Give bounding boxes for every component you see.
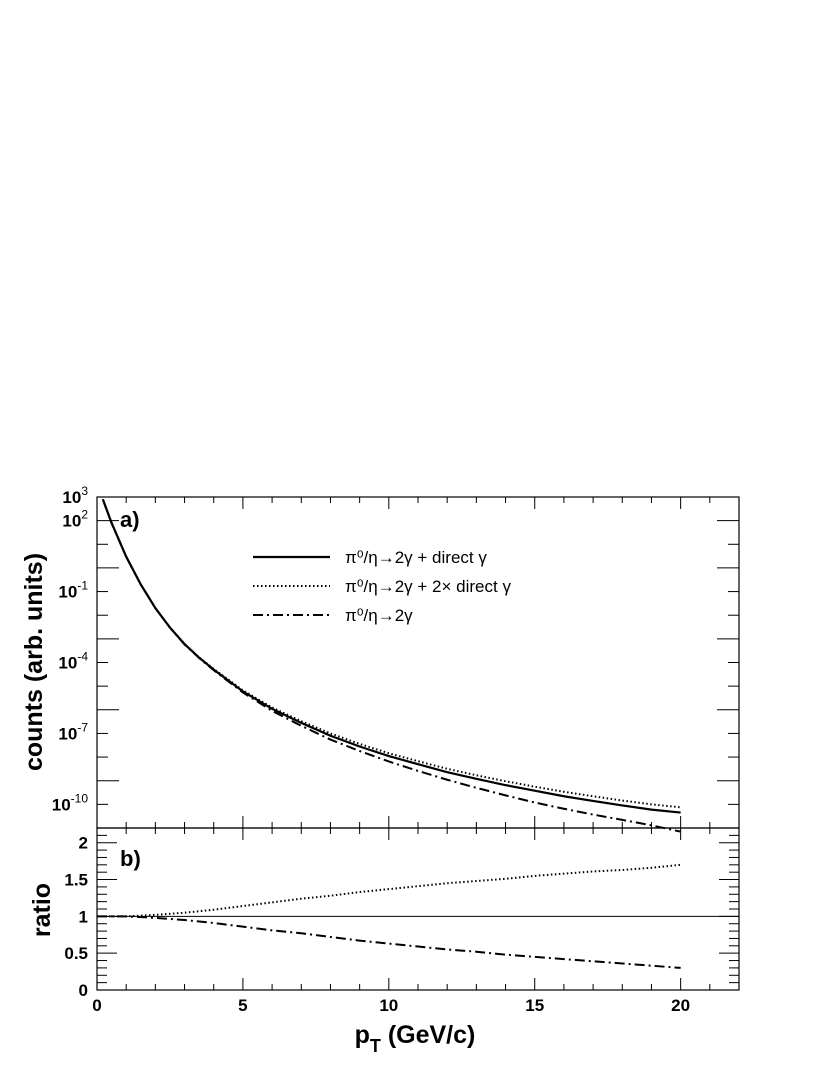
panel-b-y-axis-title: ratio — [28, 883, 56, 937]
panel-a-ticks — [96, 496, 740, 829]
y-tick-label: 10-1 — [58, 579, 88, 602]
legend: π⁰/η→2γ + direct γ π⁰/η→2γ + 2× direct γ π… — [253, 548, 511, 625]
y-tick-label-base: 10 — [58, 724, 77, 743]
legend-label: π⁰/η→2γ + direct γ — [345, 548, 487, 567]
y-tick-label: 103 — [62, 484, 88, 507]
y-tick-label-exponent: 2 — [81, 508, 88, 522]
ratio-y-tick-label: 0.5 — [64, 944, 88, 963]
y-tick-label: 10-10 — [52, 791, 89, 814]
y-tick-label-exponent: -1 — [77, 579, 88, 593]
x-tick-label: 0 — [92, 996, 101, 1015]
x-axis-title-sub: T — [370, 1036, 381, 1056]
panel-b-label: b) — [120, 846, 141, 871]
ratio-y-tick-label: 1.5 — [64, 871, 88, 890]
panel-b-ticks — [96, 827, 740, 991]
panel-b-frame — [96, 827, 740, 991]
y-tick-label-exponent: -10 — [71, 791, 89, 805]
y-tick-label: 10-7 — [58, 720, 88, 743]
ratio-y-tick-label: 2 — [79, 834, 88, 853]
y-tick-label: 102 — [62, 508, 88, 531]
panel-b-y-tick-labels: 0 0.5 1 1.5 2 — [64, 834, 88, 1000]
x-tick-label: 20 — [671, 996, 690, 1015]
x-tick-label: 5 — [238, 996, 247, 1015]
x-tick-label: 15 — [525, 996, 544, 1015]
series-line-solid — [101, 498, 681, 814]
series-line-dotted — [101, 498, 681, 809]
x-axis-title: pT (GeV/c) — [355, 1021, 476, 1056]
panel-a-series — [101, 498, 681, 833]
y-tick-label-base: 10 — [58, 654, 77, 673]
x-axis-title-units: (GeV/c) — [381, 1021, 475, 1049]
x-tick-label: 10 — [379, 996, 398, 1015]
x-axis-title-main: p — [355, 1021, 370, 1049]
legend-label: π⁰/η→2γ — [345, 606, 413, 625]
y-tick-label: 10-4 — [58, 650, 88, 673]
panel-a-frame — [96, 496, 740, 829]
panel-b-plot: 0 0.5 1 1.5 2 0 5 10 15 20 b) ratio pT (GeV/c) — [28, 827, 740, 1056]
y-tick-label-base: 10 — [62, 488, 81, 507]
y-tick-label-exponent: 3 — [81, 484, 88, 498]
y-tick-label-base: 10 — [58, 583, 77, 602]
x-tick-labels: 0 5 10 15 20 — [92, 996, 690, 1015]
y-tick-label-exponent: -7 — [77, 720, 88, 734]
series-line-dashdot — [101, 498, 681, 833]
ratio-y-tick-label: 1 — [79, 907, 88, 926]
y-tick-label-exponent: -4 — [77, 650, 88, 664]
y-tick-label-base: 10 — [52, 795, 71, 814]
y-tick-label-base: 10 — [62, 512, 81, 531]
legend-label: π⁰/η→2γ + 2× direct γ — [345, 577, 511, 596]
panel-a-y-axis-title: counts (arb. units) — [20, 553, 48, 771]
ratio-line-dotted — [97, 863, 681, 918]
ratio-y-tick-label: 0 — [79, 981, 88, 1000]
panel-b-series — [97, 863, 681, 969]
panel-a-label: a) — [120, 507, 140, 532]
ratio-line-dashdot — [97, 915, 681, 969]
